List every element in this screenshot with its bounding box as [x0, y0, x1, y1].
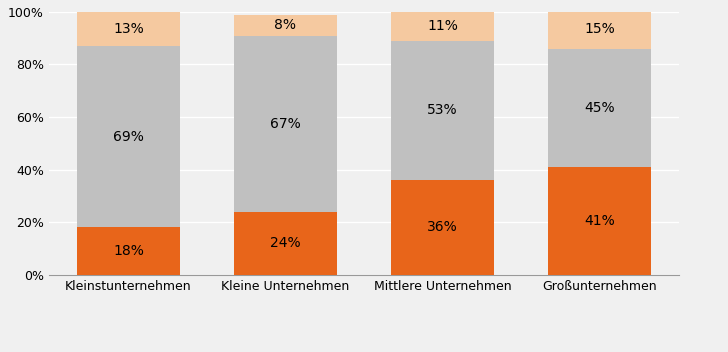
Text: 53%: 53%: [427, 103, 458, 118]
Bar: [77, 227, 180, 275]
Bar: [77, 46, 180, 227]
Bar: [548, 9, 651, 49]
Text: 8%: 8%: [274, 18, 296, 32]
Bar: [392, 12, 494, 41]
Bar: [392, 180, 494, 275]
Bar: [234, 212, 336, 275]
Bar: [234, 14, 336, 36]
Text: 13%: 13%: [113, 22, 144, 36]
Text: 69%: 69%: [113, 130, 144, 144]
Text: 36%: 36%: [427, 220, 458, 234]
Bar: [548, 49, 651, 167]
Text: 41%: 41%: [584, 214, 615, 228]
Bar: [392, 41, 494, 180]
Text: 18%: 18%: [113, 244, 144, 258]
Text: 24%: 24%: [270, 236, 301, 250]
Bar: [548, 167, 651, 275]
Bar: [234, 36, 336, 212]
Text: 67%: 67%: [270, 117, 301, 131]
Text: 45%: 45%: [584, 101, 615, 115]
Text: 15%: 15%: [584, 22, 615, 36]
Bar: [77, 12, 180, 46]
Text: 11%: 11%: [427, 19, 458, 33]
